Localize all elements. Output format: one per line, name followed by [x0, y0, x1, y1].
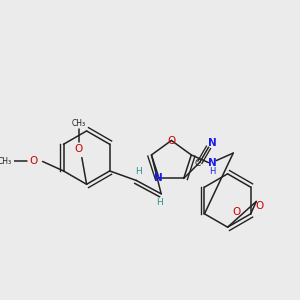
Text: O: O [232, 207, 240, 218]
Text: O: O [30, 156, 38, 167]
Text: N: N [208, 138, 217, 148]
Text: CH₃: CH₃ [0, 157, 11, 166]
Text: CH₃: CH₃ [72, 119, 86, 128]
Text: N: N [154, 173, 163, 183]
Text: O: O [75, 144, 83, 154]
Text: H: H [156, 198, 163, 207]
Text: O: O [167, 136, 175, 146]
Text: C: C [195, 159, 201, 168]
Text: O: O [255, 201, 263, 211]
Text: N: N [208, 158, 217, 168]
Text: H: H [135, 167, 142, 176]
Text: H: H [209, 167, 215, 176]
